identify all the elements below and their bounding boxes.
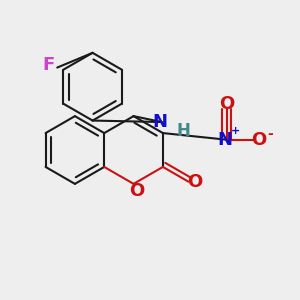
Text: H: H xyxy=(177,122,191,140)
Text: O: O xyxy=(219,95,234,113)
Text: O: O xyxy=(187,173,202,191)
Text: O: O xyxy=(251,131,267,149)
Text: -: - xyxy=(267,127,273,141)
Text: F: F xyxy=(42,56,55,74)
Text: N: N xyxy=(153,113,168,131)
Text: +: + xyxy=(231,126,240,136)
Text: O: O xyxy=(129,182,144,200)
Text: N: N xyxy=(218,131,232,149)
